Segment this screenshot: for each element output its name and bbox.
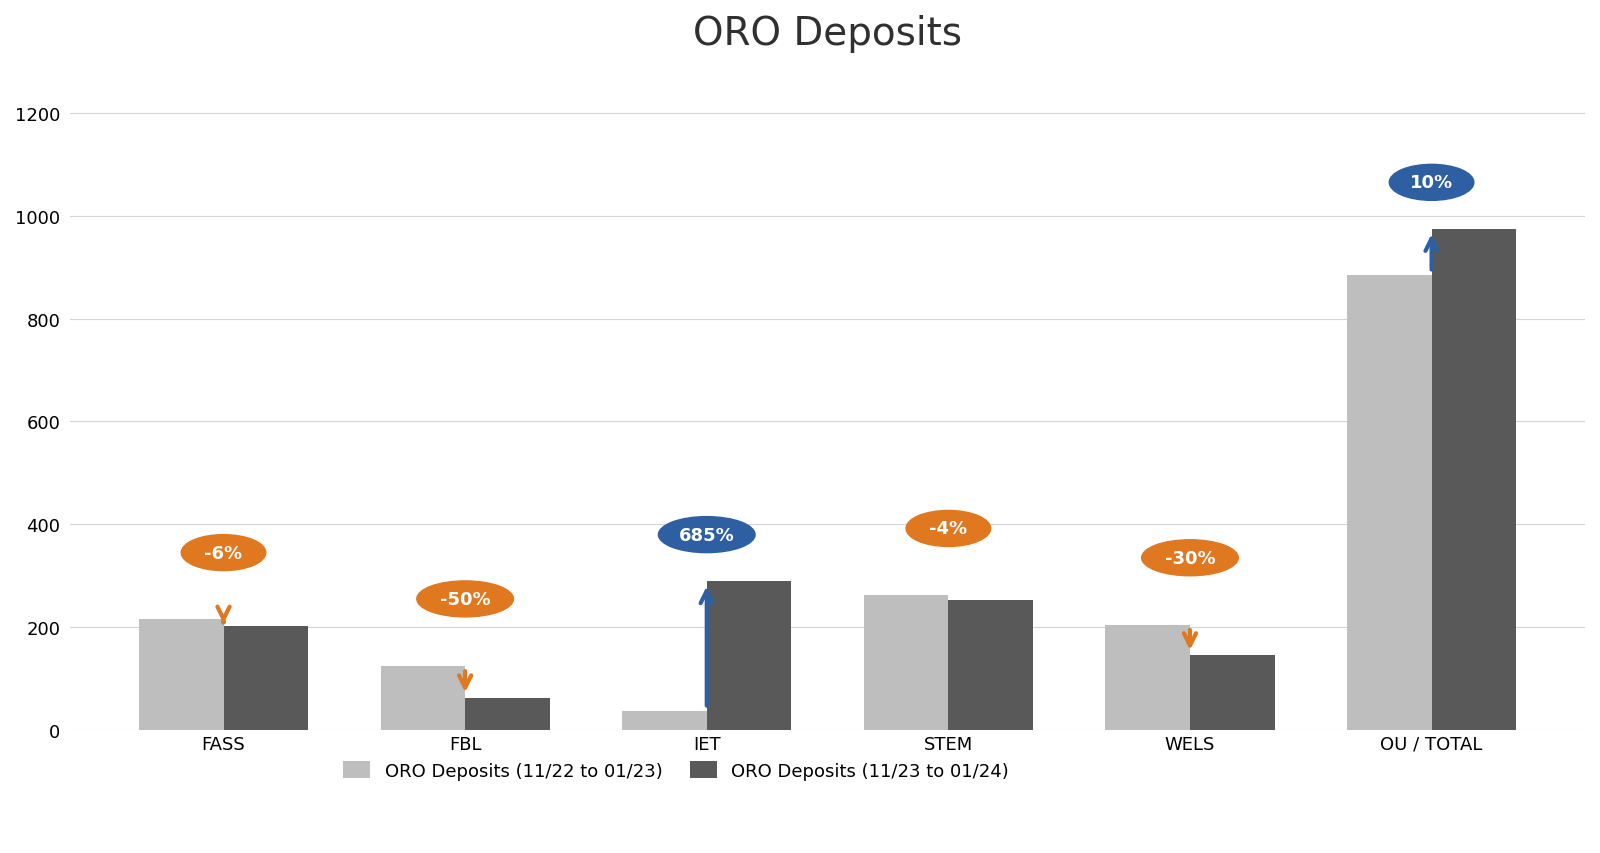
Text: -30%: -30% xyxy=(1165,549,1216,567)
Ellipse shape xyxy=(418,581,514,618)
Ellipse shape xyxy=(1389,165,1474,201)
Ellipse shape xyxy=(181,535,266,571)
Bar xyxy=(622,711,707,730)
Text: -4%: -4% xyxy=(930,519,968,537)
Bar xyxy=(1347,276,1432,730)
Bar xyxy=(864,595,949,730)
Ellipse shape xyxy=(659,517,755,553)
Bar xyxy=(381,666,466,730)
Bar xyxy=(1190,656,1275,730)
Ellipse shape xyxy=(906,511,990,547)
Legend: ORO Deposits (11/22 to 01/23), ORO Deposits (11/23 to 01/24): ORO Deposits (11/22 to 01/23), ORO Depos… xyxy=(336,754,1016,787)
Bar xyxy=(224,626,309,730)
Text: 685%: 685% xyxy=(678,526,734,544)
Bar xyxy=(1432,229,1517,730)
Title: ORO Deposits: ORO Deposits xyxy=(693,15,962,53)
Text: 10%: 10% xyxy=(1410,174,1453,192)
Text: -6%: -6% xyxy=(205,544,243,562)
Bar xyxy=(1106,625,1190,730)
Bar xyxy=(707,581,792,730)
Bar xyxy=(139,620,224,730)
Bar xyxy=(949,601,1034,730)
Text: -50%: -50% xyxy=(440,590,491,608)
Bar xyxy=(466,698,550,730)
Ellipse shape xyxy=(1142,540,1238,576)
